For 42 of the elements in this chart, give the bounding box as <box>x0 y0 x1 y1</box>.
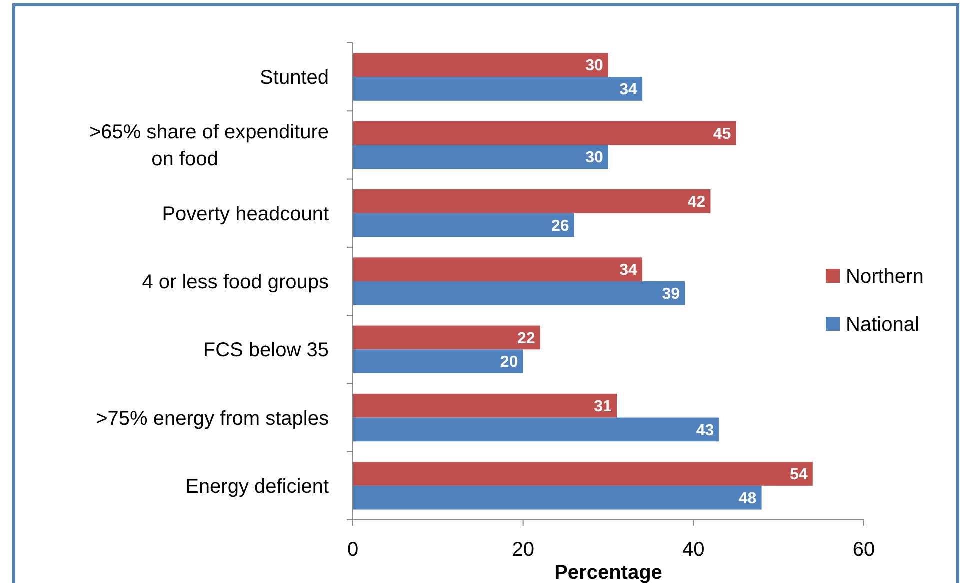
y-tick-label: Stunted <box>260 67 329 90</box>
data-label: 30 <box>586 58 604 75</box>
bar <box>353 462 813 486</box>
data-label: 45 <box>713 126 732 143</box>
bar <box>353 350 524 374</box>
y-tick-label: FCS below 35 <box>203 340 329 362</box>
bar <box>353 77 643 101</box>
data-label: 22 <box>517 330 536 348</box>
bar <box>353 53 608 78</box>
bar <box>353 418 720 442</box>
bar <box>353 282 686 306</box>
x-axis-title: Percentage <box>554 562 662 583</box>
data-label: 31 <box>594 398 612 416</box>
data-label: 48 <box>738 490 757 508</box>
data-label: 43 <box>696 422 714 440</box>
data-label: 20 <box>500 354 518 372</box>
data-label: 30 <box>586 150 604 167</box>
bar <box>353 486 762 510</box>
data-label: 26 <box>552 218 570 235</box>
data-label: 54 <box>790 466 808 484</box>
x-tick-label: 60 <box>852 539 876 561</box>
bar <box>353 121 736 146</box>
y-tick-label: Poverty headcount <box>162 203 330 226</box>
bar <box>353 394 618 418</box>
y-tick-label: >65% share of expenditure on food <box>89 122 329 171</box>
y-tick-label: Energy deficient <box>186 476 330 498</box>
bar <box>353 213 574 238</box>
bar <box>353 326 540 350</box>
y-tick-label: >75% energy from staples <box>96 408 329 430</box>
bar <box>353 145 608 170</box>
x-tick-label: 20 <box>512 539 534 561</box>
data-label: 34 <box>620 262 638 280</box>
y-tick-label: 4 or less food groups <box>142 272 329 294</box>
data-label: 39 <box>662 286 680 304</box>
data-label: 42 <box>688 194 706 212</box>
x-tick-label: 40 <box>682 539 705 561</box>
bar <box>353 190 711 214</box>
legend-label: National <box>846 314 920 336</box>
bar <box>353 258 643 282</box>
legend-label: Northern <box>846 266 924 288</box>
data-label: 34 <box>620 82 638 99</box>
x-tick-label: 0 <box>347 539 359 561</box>
